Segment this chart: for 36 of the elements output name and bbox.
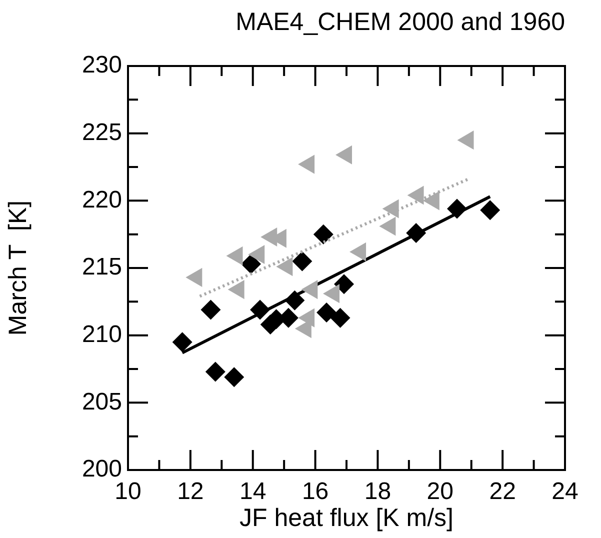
y-tick-label: 215 — [82, 254, 122, 281]
point — [172, 332, 192, 352]
y-tick-label: 225 — [82, 118, 122, 146]
point — [336, 145, 352, 164]
x-tick-label: 18 — [364, 478, 392, 506]
point — [205, 362, 226, 382]
point — [457, 130, 474, 150]
point — [422, 191, 440, 210]
point — [379, 216, 396, 236]
y-tick-label: 210 — [82, 320, 122, 348]
point — [313, 224, 334, 244]
x-tick-label: 12 — [177, 478, 204, 506]
y-tick-label: 230 — [82, 52, 122, 79]
point — [407, 186, 424, 205]
y-axis-title: March T [K] — [4, 200, 32, 336]
point — [301, 280, 318, 300]
x-tick-label: 14 — [240, 478, 266, 506]
y-tick-label: 205 — [82, 388, 122, 416]
point — [323, 284, 340, 304]
point — [240, 254, 261, 274]
point — [250, 300, 270, 320]
point — [350, 242, 366, 262]
point — [382, 199, 399, 218]
x-tick-label: 16 — [302, 478, 329, 506]
point — [284, 290, 305, 310]
y-tick-label: 220 — [82, 186, 122, 214]
point — [292, 251, 312, 272]
point — [298, 308, 315, 328]
chart-title: MAE4_CHEM 2000 and 1960 — [236, 8, 565, 36]
x-tick-label: 22 — [489, 478, 516, 506]
point — [224, 367, 244, 388]
x-axis-title: JF heat flux [K m/s] — [240, 504, 454, 532]
x-tick-label: 24 — [552, 478, 578, 506]
x-tick-label: 20 — [426, 478, 454, 506]
point — [200, 300, 221, 320]
point — [298, 154, 315, 174]
